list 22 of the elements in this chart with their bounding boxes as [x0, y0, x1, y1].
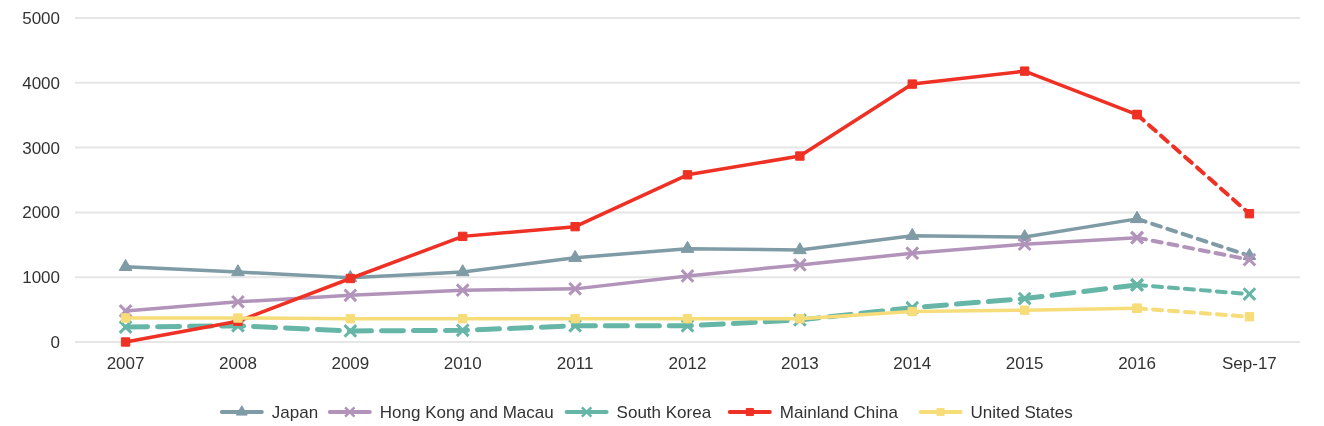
x-tick-label: 2009 — [331, 354, 370, 373]
y-tick-label: 3000 — [22, 138, 60, 158]
legend-label: South Korea — [616, 402, 712, 422]
x-tick-label: 2016 — [1118, 354, 1156, 373]
y-tick-label: 4000 — [22, 73, 60, 93]
legend-label: Hong Kong and Macau — [379, 402, 554, 422]
x-tick-label: Sep-17 — [1222, 354, 1277, 373]
x-tick-label: 2013 — [780, 354, 819, 373]
y-tick-label: 5000 — [22, 8, 60, 28]
y-tick-label: 0 — [50, 332, 60, 352]
y-tick-label: 2000 — [22, 203, 60, 223]
x-tick-label: 2010 — [443, 354, 482, 373]
legend-label: United States — [970, 402, 1073, 422]
y-tick-label: 1000 — [22, 268, 60, 288]
x-tick-label: 2011 — [556, 354, 594, 373]
x-tick-label: 2015 — [1005, 354, 1044, 373]
x-tick-label: 2008 — [219, 354, 257, 373]
legend-label: Mainland China — [779, 402, 899, 422]
x-tick-label: 2014 — [893, 354, 932, 373]
legend-label: Japan — [271, 402, 319, 422]
x-tick-label: 2012 — [668, 354, 707, 373]
x-tick-label: 2007 — [106, 354, 145, 373]
